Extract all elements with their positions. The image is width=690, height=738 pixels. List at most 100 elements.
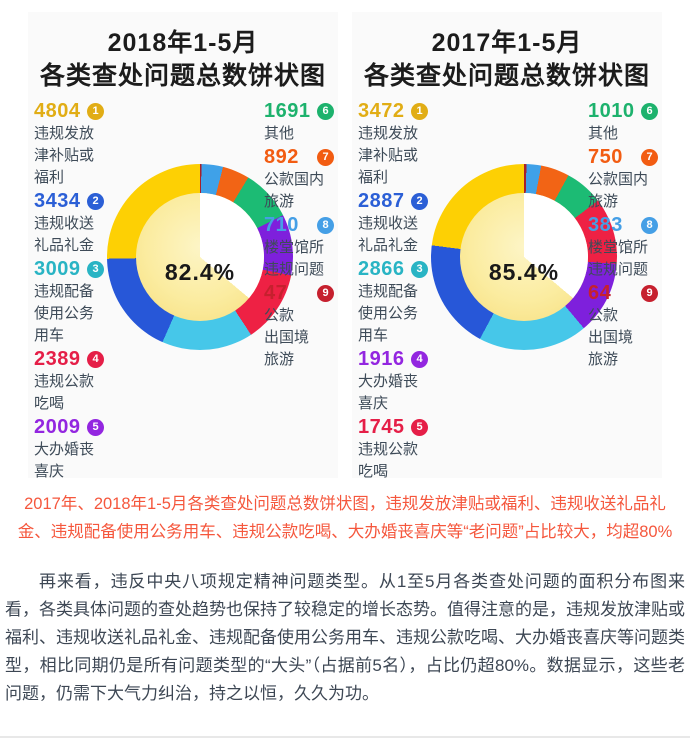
legend-item-head: 710 8	[264, 214, 334, 236]
legend-item-head: 3472 1	[358, 100, 428, 122]
legend-label: 其他	[588, 125, 619, 142]
article-page: 2018年1-5月 各类查处问题总数饼状图 4804 1 违规发放 津补贴或 福利 …	[0, 12, 690, 738]
legend-value: 3472	[358, 99, 405, 122]
legend-right-2018: 1691 6 其他 892 7 公款国内 旅游 710 8 楼堂馆所 违规问题 47…	[264, 100, 336, 372]
legend-item: 1745 5 违规公款 吃喝	[358, 416, 436, 483]
legend-label: 违规公款 吃喝	[34, 373, 95, 412]
legend-value: 1745	[358, 415, 405, 438]
legend-item: 750 7 公款国内 旅游	[588, 146, 660, 213]
legend-item-head: 2887 2	[358, 190, 428, 212]
legend-item: 2887 2 违规收送 礼品礼金	[358, 190, 436, 257]
legend-item-head: 383 8	[588, 214, 658, 236]
donut-center-label: 85.4%	[488, 259, 560, 285]
legend-item: 2866 3 违规配备 使用公务 用车	[358, 258, 436, 347]
legend-item: 710 8 楼堂馆所 违规问题	[264, 214, 336, 281]
legend-right-2017: 1010 6 其他 750 7 公款国内 旅游 383 8 楼堂馆所 违规问题 64…	[588, 100, 660, 372]
legend-item-head: 3434 2	[34, 190, 104, 212]
legend-item: 1691 6 其他	[264, 100, 336, 145]
legend-item: 3009 3 违规配备 使用公务 用车	[34, 258, 112, 347]
legend-item-head: 2009 5	[34, 416, 104, 438]
legend-label: 楼堂馆所 违规问题	[264, 239, 325, 278]
legend-item: 47 9 公款 出国境 旅游	[264, 282, 336, 371]
legend-label: 违规收送 礼品礼金	[34, 215, 95, 254]
legend-item: 2389 4 违规公款 吃喝	[34, 348, 112, 415]
legend-value: 4804	[34, 99, 81, 122]
legend-rank-badge: 2	[87, 192, 104, 210]
legend-rank-badge: 8	[317, 216, 334, 234]
legend-rank-badge: 4	[87, 350, 104, 368]
bottom-divider	[0, 736, 690, 738]
legend-rank-badge: 3	[87, 260, 104, 278]
legend-value: 2009	[34, 415, 81, 438]
legend-value: 710	[264, 213, 299, 236]
legend-label: 公款 出国境 旅游	[264, 307, 310, 368]
legend-label: 楼堂馆所 违规问题	[588, 239, 649, 278]
legend-rank-badge: 3	[411, 260, 428, 278]
legend-rank-badge: 1	[87, 102, 104, 120]
legend-item-head: 750 7	[588, 146, 658, 168]
legend-item: 2009 5 大办婚丧 喜庆	[34, 416, 112, 483]
chart-title-2018: 2018年1-5月 各类查处问题总数饼状图	[28, 12, 338, 93]
legend-value: 383	[588, 213, 623, 236]
legend-left-2018: 4804 1 违规发放 津补贴或 福利 3434 2 违规收送 礼品礼金 3009 3…	[34, 100, 112, 484]
legend-left-2017: 3472 1 违规发放 津补贴或 福利 2887 2 违规收送 礼品礼金 2866 3…	[358, 100, 436, 484]
legend-value: 892	[264, 145, 299, 168]
legend-label: 大办婚丧 喜庆	[34, 441, 95, 480]
legend-rank-badge: 1	[411, 102, 428, 120]
legend-value: 1010	[588, 99, 635, 122]
pie-charts-figure: 2018年1-5月 各类查处问题总数饼状图 4804 1 违规发放 津补贴或 福利 …	[28, 12, 662, 480]
legend-item: 3434 2 违规收送 礼品礼金	[34, 190, 112, 257]
chart-title-line1: 2017年1-5月	[431, 29, 583, 57]
donut-center-label: 82.4%	[164, 259, 236, 285]
legend-label: 公款 出国境 旅游	[588, 307, 634, 368]
legend-rank-badge: 4	[411, 350, 428, 368]
donut-white-wedge	[460, 193, 588, 321]
legend-value: 2389	[34, 347, 81, 370]
legend-value: 1691	[264, 99, 311, 122]
legend-rank-badge: 2	[411, 192, 428, 210]
legend-rank-badge: 9	[641, 284, 658, 302]
figure-caption: 2017年、2018年1-5月各类查处问题总数饼状图，违规发放津贴或福利、违规收…	[17, 495, 673, 541]
pie-panel-2018: 2018年1-5月 各类查处问题总数饼状图 4804 1 违规发放 津补贴或 福利 …	[28, 12, 338, 480]
legend-item-head: 4804 1	[34, 100, 104, 122]
legend-item-head: 2389 4	[34, 348, 104, 370]
legend-label: 违规配备 使用公务 用车	[358, 283, 419, 344]
legend-rank-badge: 7	[317, 148, 334, 166]
legend-rank-badge: 7	[641, 148, 658, 166]
legend-rank-badge: 6	[317, 102, 334, 120]
legend-value: 750	[588, 145, 623, 168]
legend-item: 383 8 楼堂馆所 违规问题	[588, 214, 660, 281]
legend-item-head: 2866 3	[358, 258, 428, 280]
legend-label: 违规公款 吃喝	[358, 441, 419, 480]
legend-item-head: 1691 6	[264, 100, 334, 122]
legend-item: 892 7 公款国内 旅游	[264, 146, 336, 213]
legend-item-head: 47 9	[264, 282, 334, 304]
legend-item-head: 1916 4	[358, 348, 428, 370]
donut-chart-2017: 85.4%	[431, 164, 617, 350]
pie-panel-2017: 2017年1-5月 各类查处问题总数饼状图 3472 1 违规发放 津补贴或 福利 …	[352, 12, 662, 480]
legend-value: 2887	[358, 189, 405, 212]
donut-white-wedge	[136, 193, 264, 321]
article-paragraph: 再来看，违反中央八项规定精神问题类型。从1至5月各类查处问题的面积分布图来看，各…	[5, 572, 685, 703]
legend-label: 违规配备 使用公务 用车	[34, 283, 95, 344]
legend-label: 违规收送 礼品礼金	[358, 215, 419, 254]
legend-item-head: 1745 5	[358, 416, 428, 438]
legend-item-head: 64 9	[588, 282, 658, 304]
legend-rank-badge: 5	[411, 418, 428, 436]
legend-label: 违规发放 津补贴或 福利	[34, 125, 95, 186]
legend-item-head: 892 7	[264, 146, 334, 168]
legend-label: 公款国内 旅游	[588, 171, 649, 210]
legend-rank-badge: 5	[87, 418, 104, 436]
legend-label: 违规发放 津补贴或 福利	[358, 125, 419, 186]
legend-value: 2866	[358, 257, 405, 280]
legend-item: 4804 1 违规发放 津补贴或 福利	[34, 100, 112, 189]
legend-label: 其他	[264, 125, 295, 142]
legend-rank-badge: 6	[641, 102, 658, 120]
legend-value: 3009	[34, 257, 81, 280]
legend-label: 大办婚丧 喜庆	[358, 373, 419, 412]
legend-rank-badge: 9	[317, 284, 334, 302]
chart-title-line1: 2018年1-5月	[107, 29, 259, 57]
chart-title-line2: 各类查处问题总数饼状图	[39, 62, 326, 90]
legend-item: 1916 4 大办婚丧 喜庆	[358, 348, 436, 415]
legend-item: 64 9 公款 出国境 旅游	[588, 282, 660, 371]
